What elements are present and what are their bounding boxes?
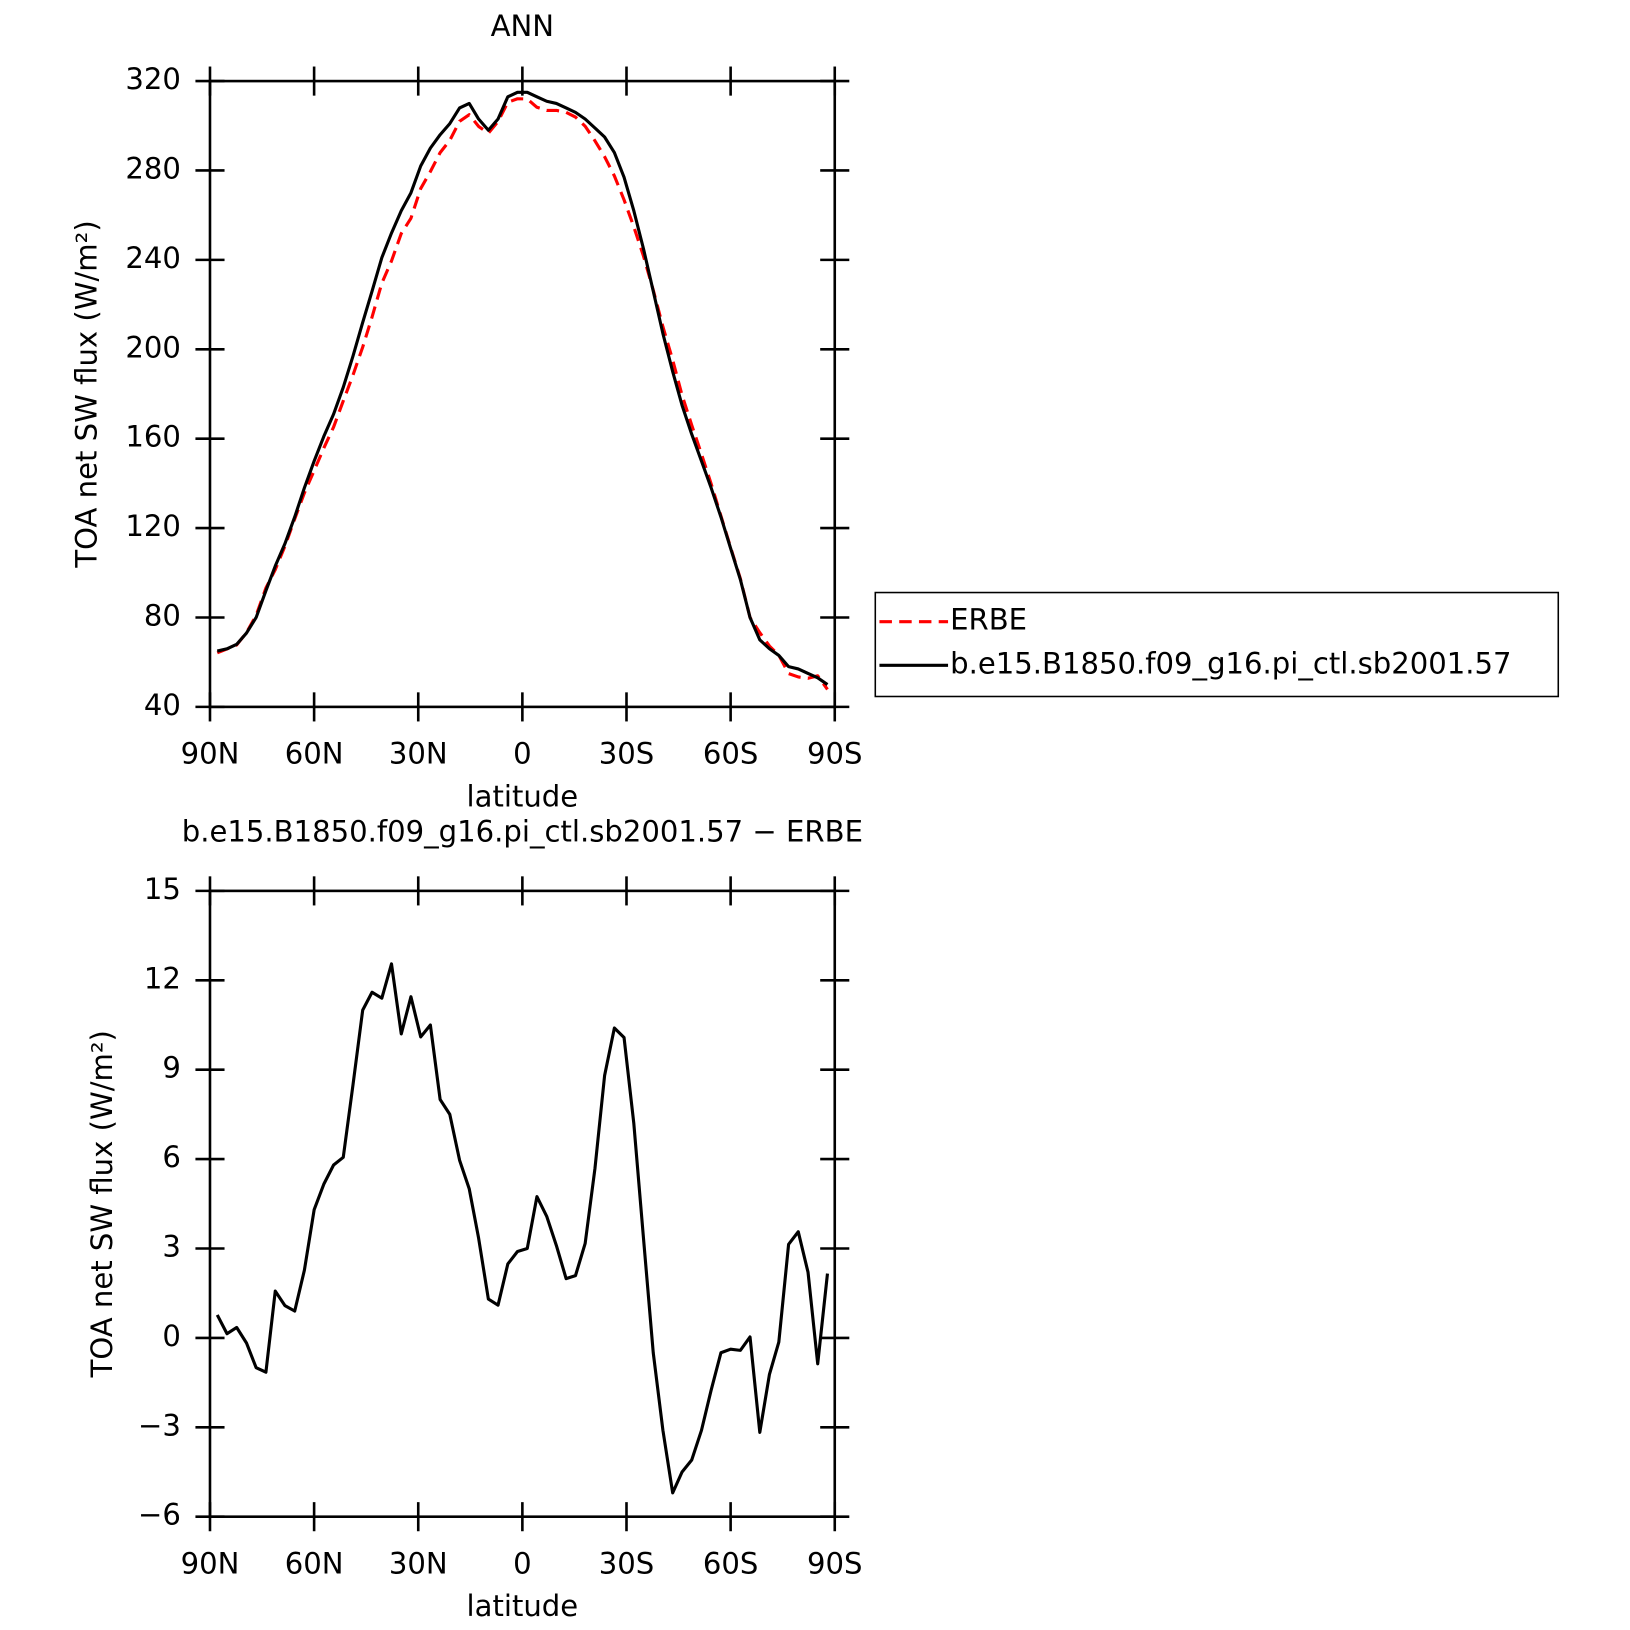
- x-tick-label: 30S: [599, 1547, 655, 1581]
- y-tick-label: 320: [125, 62, 181, 96]
- y-tick-label: 240: [125, 241, 181, 275]
- x-tick-label: 0: [513, 737, 532, 771]
- y-tick-label: 15: [144, 872, 181, 906]
- x-tick-label: 60N: [285, 737, 344, 771]
- y-axis-label: TOA net SW flux (W/m²): [69, 220, 103, 568]
- chart-title: ANN: [491, 9, 554, 43]
- y-tick-label: 9: [162, 1051, 181, 1085]
- data-line: [216, 90, 829, 686]
- x-tick-label: 30N: [389, 1547, 448, 1581]
- x-tick-label: 60S: [703, 737, 759, 771]
- x-tick-label: 90N: [181, 737, 240, 771]
- y-tick-label: 12: [144, 961, 181, 995]
- x-tick-label: 90S: [807, 737, 863, 771]
- y-tick-label: 200: [125, 330, 181, 364]
- y-tick-label: 280: [125, 151, 181, 185]
- chart-title: b.e15.B1850.f09_g16.pi_ctl.sb2001.57 − E…: [182, 815, 863, 849]
- x-tick-label: 60S: [703, 1547, 759, 1581]
- x-tick-label: 0: [513, 1547, 532, 1581]
- x-tick-label: 30N: [389, 737, 448, 771]
- x-tick-label: 60N: [285, 1547, 344, 1581]
- legend-box: [874, 591, 1560, 698]
- x-tick-label: 90N: [181, 1547, 240, 1581]
- x-tick-label: 30S: [599, 737, 655, 771]
- data-line: [216, 97, 829, 691]
- y-tick-label: 40: [144, 688, 181, 722]
- y-tick-label: 6: [162, 1140, 181, 1174]
- y-tick-label: 3: [162, 1229, 181, 1263]
- y-tick-label: 80: [144, 598, 181, 632]
- y-tick-label: 0: [162, 1319, 181, 1353]
- x-axis-label: latitude: [467, 779, 579, 813]
- plot-frame: [208, 889, 837, 1518]
- x-tick-label: 90S: [807, 1547, 863, 1581]
- data-line: [215, 962, 830, 1495]
- y-tick-label: −6: [138, 1498, 181, 1532]
- legend-label: ERBE: [950, 603, 1027, 637]
- plot-frame: [208, 79, 837, 709]
- x-axis-label: latitude: [467, 1589, 579, 1623]
- y-tick-label: 120: [125, 509, 181, 543]
- y-tick-label: 160: [125, 420, 181, 454]
- y-tick-label: −3: [138, 1408, 181, 1442]
- legend-label: b.e15.B1850.f09_g16.pi_ctl.sb2001.57: [950, 646, 1511, 680]
- y-axis-label: TOA net SW flux (W/m²): [85, 1030, 119, 1378]
